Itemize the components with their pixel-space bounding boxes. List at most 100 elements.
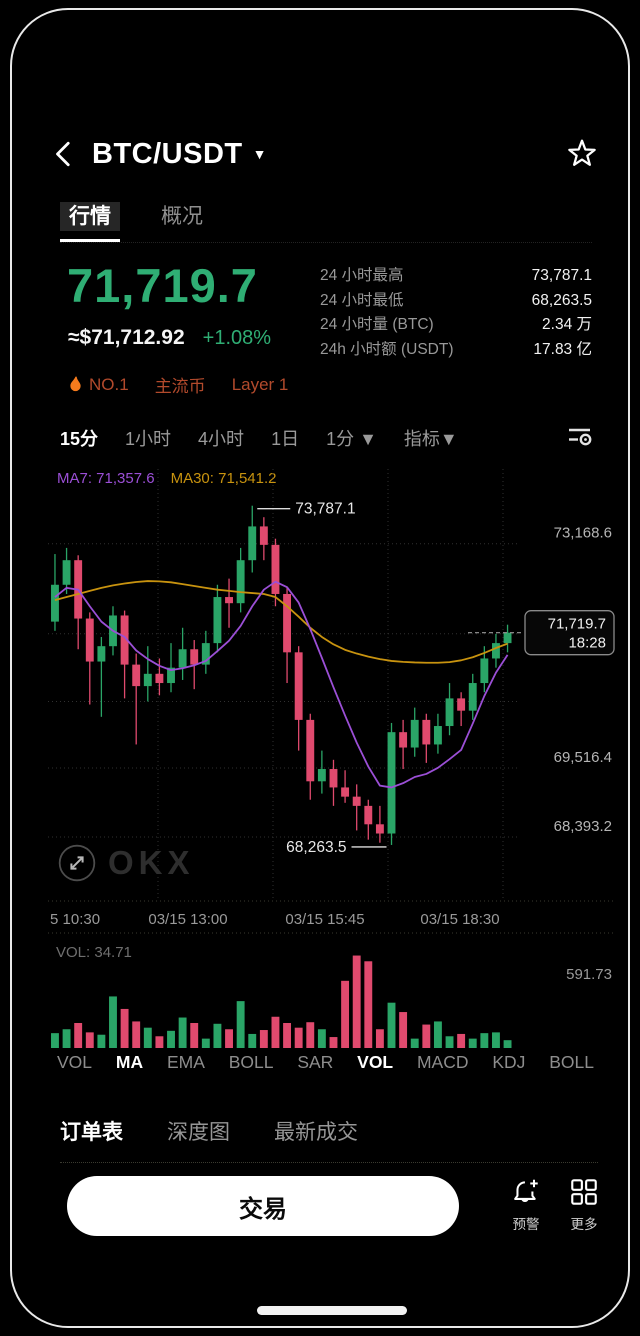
candle-body xyxy=(364,805,373,825)
timeframe-3[interactable]: 1日 xyxy=(271,429,300,449)
indicator-tabs: VOL MA EMA BOLL SAR VOL MACD KDJ BOLL xyxy=(57,1052,594,1073)
volume-bar xyxy=(213,1023,222,1048)
favorite-star-icon[interactable] xyxy=(566,138,598,170)
volume-bar xyxy=(236,1001,245,1048)
volume-bar xyxy=(283,1023,292,1048)
candle-body xyxy=(294,652,303,720)
candle-body xyxy=(178,649,187,668)
back-icon[interactable] xyxy=(50,139,80,169)
stat-row-3: 24h 小时额 (USDT) 17.83 亿 xyxy=(320,338,592,363)
pair-dropdown-caret-icon[interactable]: ▼ xyxy=(252,146,267,162)
x-axis-label: 03/15 15:45 xyxy=(285,911,364,928)
candle-body xyxy=(410,719,419,748)
indicator-vol-0[interactable]: VOL xyxy=(57,1052,93,1072)
ma7-line xyxy=(54,580,509,789)
volume-bar xyxy=(190,1023,199,1048)
volume-bar xyxy=(271,1016,280,1048)
home-indicator[interactable] xyxy=(257,1306,407,1315)
timeframe-5[interactable]: 指标▼ xyxy=(403,429,458,449)
volume-bar xyxy=(109,996,117,1048)
stat-row-0: 24 小时最高 73,787.1 xyxy=(320,264,592,289)
bell-plus-icon xyxy=(514,1179,538,1202)
timeframe-1[interactable]: 1小时 xyxy=(125,429,172,449)
candle-body xyxy=(480,658,489,684)
volume-bar xyxy=(167,1030,175,1048)
volume-bar xyxy=(457,1033,466,1048)
indicator-boll-8[interactable]: BOLL xyxy=(549,1052,594,1072)
indicator-ema-2[interactable]: EMA xyxy=(166,1052,205,1072)
ma30-line xyxy=(54,580,508,664)
candle-body xyxy=(283,593,292,653)
candle-body xyxy=(62,560,71,585)
candle-body xyxy=(120,615,129,665)
volume-bar xyxy=(341,980,350,1048)
chart-canvas[interactable]: 73,168.671,702.869,516.468,393.273,787.1… xyxy=(48,465,616,1050)
chart-watermark: OKX xyxy=(58,844,195,882)
rank-badge[interactable]: NO.1 xyxy=(68,375,129,395)
okx-logo: OKX xyxy=(108,844,195,881)
low-annotation: 68,263.5 xyxy=(286,839,346,856)
volume-bar xyxy=(143,1027,152,1048)
candle-body xyxy=(190,649,199,665)
volume-bar xyxy=(468,1038,477,1048)
tab-overview[interactable]: 概况 xyxy=(161,205,203,228)
indicator-macd-6[interactable]: MACD xyxy=(416,1052,469,1072)
more-button[interactable]: 更多 xyxy=(554,1176,614,1233)
indicator-settings-icon[interactable] xyxy=(567,424,594,452)
volume-bar xyxy=(51,1033,59,1048)
candle-body xyxy=(387,732,396,834)
candle-body xyxy=(143,673,152,687)
volume-bar xyxy=(445,1036,454,1048)
candle-body xyxy=(329,769,338,788)
candle-body xyxy=(317,769,326,782)
candle-body xyxy=(271,544,280,594)
candle-body xyxy=(399,732,408,748)
badges: NO.1 主流币 Layer 1 xyxy=(68,372,288,397)
candle-body xyxy=(503,632,512,644)
stat-label: 24 小时量 (BTC) xyxy=(320,316,434,333)
volume-bar xyxy=(225,1029,233,1048)
timeframe-4[interactable]: 1分 ▼ xyxy=(326,429,377,449)
timeframe-2[interactable]: 4小时 xyxy=(198,429,245,449)
indicator-vol-5[interactable]: VOL xyxy=(357,1052,394,1072)
volume-bar xyxy=(375,1029,384,1048)
tab-market[interactable]: 行情 xyxy=(60,200,120,242)
bottom-tab-1[interactable]: 深度图 xyxy=(167,1121,230,1144)
stat-value: 17.83 亿 xyxy=(533,340,592,358)
volume-bar xyxy=(306,1022,315,1048)
trade-button[interactable]: 交易 xyxy=(67,1176,459,1236)
alert-label: 预警 xyxy=(512,1217,540,1232)
stat-label: 24h 小时额 (USDT) xyxy=(320,340,454,358)
candle-body xyxy=(422,719,431,745)
candle-body xyxy=(445,698,454,727)
timeframe-0[interactable]: 15分 xyxy=(60,429,99,449)
candle-body xyxy=(167,667,175,684)
candle-body xyxy=(201,643,210,665)
volume-bar xyxy=(178,1017,187,1048)
alert-button[interactable]: 预警 xyxy=(496,1176,556,1233)
volume-bar xyxy=(387,1002,396,1048)
volume-bar xyxy=(85,1032,94,1048)
expand-icon[interactable] xyxy=(58,844,96,882)
stat-value: 2.34 万 xyxy=(542,316,592,333)
indicator-ma-1[interactable]: MA xyxy=(115,1052,144,1072)
tag-mainstream[interactable]: 主流币 xyxy=(154,377,206,396)
indicator-sar-4[interactable]: SAR xyxy=(297,1052,334,1072)
x-axis-label: 03/15 13:00 xyxy=(148,911,227,928)
volume-bar xyxy=(62,1029,71,1048)
bottom-tab-0[interactable]: 订单表 xyxy=(60,1121,123,1144)
stat-value: 68,263.5 xyxy=(531,291,592,309)
tag-layer1[interactable]: Layer 1 xyxy=(231,374,289,394)
more-label: 更多 xyxy=(570,1217,598,1232)
volume-bar xyxy=(248,1033,257,1048)
bottom-tab-2[interactable]: 最新成交 xyxy=(274,1121,358,1144)
last-price-badge[interactable] xyxy=(524,610,615,656)
stat-label: 24 小时最高 xyxy=(320,267,404,284)
ma30-label: MA30: 71,541.2 xyxy=(170,470,277,487)
candle-body xyxy=(132,664,141,687)
pair-title[interactable]: BTC/USDT xyxy=(92,137,243,170)
volume-bar xyxy=(480,1033,489,1048)
indicator-kdj-7[interactable]: KDJ xyxy=(492,1052,526,1072)
indicator-boll-3[interactable]: BOLL xyxy=(228,1052,274,1072)
volume-bar xyxy=(433,1021,442,1048)
